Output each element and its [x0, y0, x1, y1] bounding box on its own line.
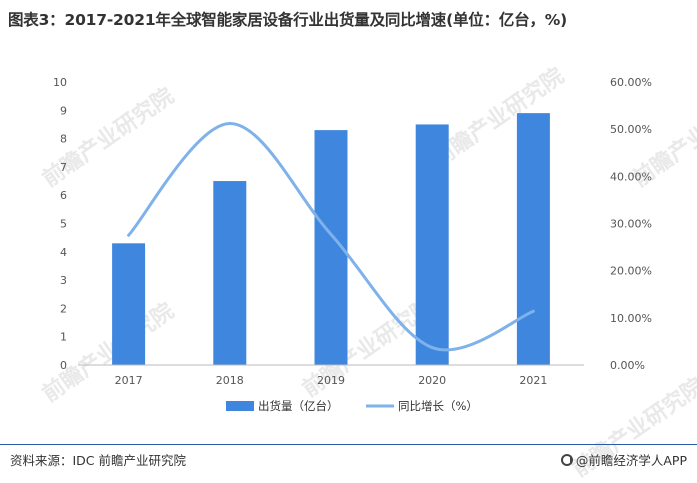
legend-bar-label: 出货量（亿台） [258, 399, 339, 413]
footer-divider [0, 444, 697, 445]
legend: 出货量（亿台） 同比增长（%） [226, 399, 478, 413]
y-right-tick-label: 10.00% [610, 312, 652, 325]
y-left-tick-label: 2 [60, 302, 67, 315]
y-right-tick-label: 0.00% [610, 359, 645, 372]
y-left-tick-label: 7 [60, 161, 67, 174]
y-left-tick-label: 9 [60, 104, 67, 117]
bar [416, 124, 449, 365]
bar [112, 243, 145, 365]
x-tick-label: 2019 [317, 374, 345, 387]
x-axis: 2017 2018 2019 2020 2021 [78, 365, 584, 387]
y-left-tick-label: 0 [60, 359, 67, 372]
y-left-tick-label: 1 [60, 331, 67, 344]
source-note: 资料来源：IDC 前瞻产业研究院 [10, 450, 186, 469]
y-axis-left: 0 1 2 3 4 5 6 7 8 9 10 [53, 76, 67, 372]
x-tick-label: 2018 [216, 374, 244, 387]
y-right-tick-label: 60.00% [610, 76, 652, 89]
y-left-tick-label: 8 [60, 133, 67, 146]
y-right-tick-label: 50.00% [610, 123, 652, 136]
y-left-tick-label: 5 [60, 218, 67, 231]
y-right-tick-label: 40.00% [610, 170, 652, 183]
brand-credit: @前瞻经济学人APP [561, 450, 687, 469]
y-right-tick-label: 20.00% [610, 265, 652, 278]
x-tick-label: 2020 [418, 374, 446, 387]
y-left-tick-label: 3 [60, 274, 67, 287]
y-left-tick-label: 4 [60, 246, 67, 259]
brand-logo-icon [561, 454, 573, 466]
chart-svg: 0 1 2 3 4 5 6 7 8 9 10 0.00% 10.00% 20.00% 30.00% 40.0… [0, 0, 697, 440]
x-tick-label: 2017 [115, 374, 143, 387]
bar [213, 181, 246, 365]
bar [517, 113, 550, 365]
brand-text: @前瞻经济学人APP [576, 450, 687, 469]
legend-line-label: 同比增长（%） [398, 399, 478, 413]
x-tick-label: 2021 [519, 374, 547, 387]
y-left-tick-label: 6 [60, 189, 67, 202]
y-axis-right: 0.00% 10.00% 20.00% 30.00% 40.00% 50.00% 60.00… [610, 76, 652, 372]
bar-series [112, 113, 550, 365]
y-left-tick-label: 10 [53, 76, 67, 89]
y-right-tick-label: 30.00% [610, 218, 652, 231]
legend-bar-swatch [226, 401, 254, 411]
